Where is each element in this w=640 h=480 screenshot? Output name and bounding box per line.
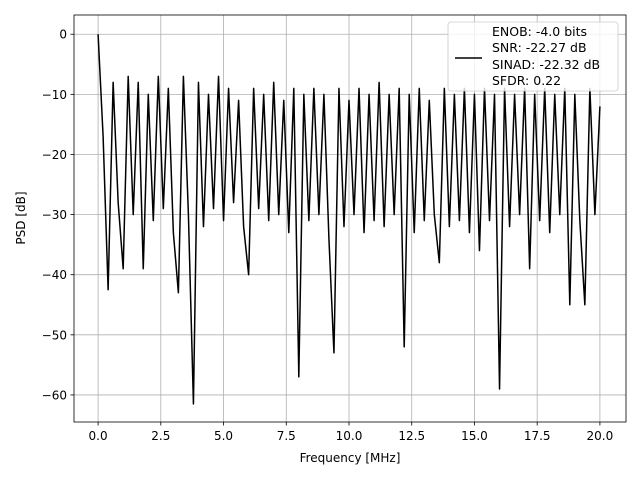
ticks: 0.0 2.5 5.0 7.5 10.0 12.5 15.0 17.5 20.0 −60 −50 −4… xyxy=(42,28,614,443)
x-axis-label: Frequency [MHz] xyxy=(300,451,401,465)
x-tick-label: 0.0 xyxy=(89,429,108,443)
y-tick-label: −10 xyxy=(42,88,67,102)
psd-line xyxy=(97,34,601,405)
x-tick-label: 15.0 xyxy=(461,429,488,443)
axes-frame xyxy=(73,14,627,423)
x-tick-label: 17.5 xyxy=(524,429,551,443)
plot-area xyxy=(97,34,601,405)
y-tick-label: 0 xyxy=(59,28,67,42)
x-tick-label: 20.0 xyxy=(587,429,614,443)
legend xyxy=(447,21,619,92)
y-tick-label: −60 xyxy=(42,388,67,402)
y-tick-label: −50 xyxy=(42,328,67,342)
legend-frame xyxy=(447,21,619,92)
x-tick-label: 10.0 xyxy=(336,429,363,443)
y-tick-label: −30 xyxy=(42,208,67,222)
grid xyxy=(74,15,626,422)
x-tick-label: 2.5 xyxy=(151,429,170,443)
x-tick-label: 5.0 xyxy=(214,429,233,443)
x-tick-label: 12.5 xyxy=(398,429,425,443)
y-axis-label: PSD [dB] xyxy=(14,191,28,244)
y-tick-label: −40 xyxy=(42,268,67,282)
y-tick-label: −20 xyxy=(42,148,67,162)
x-tick-label: 7.5 xyxy=(277,429,296,443)
legend-label: ENOB: -4.0 bits SNR: -22.27 dB SINAD: -2… xyxy=(492,24,601,89)
